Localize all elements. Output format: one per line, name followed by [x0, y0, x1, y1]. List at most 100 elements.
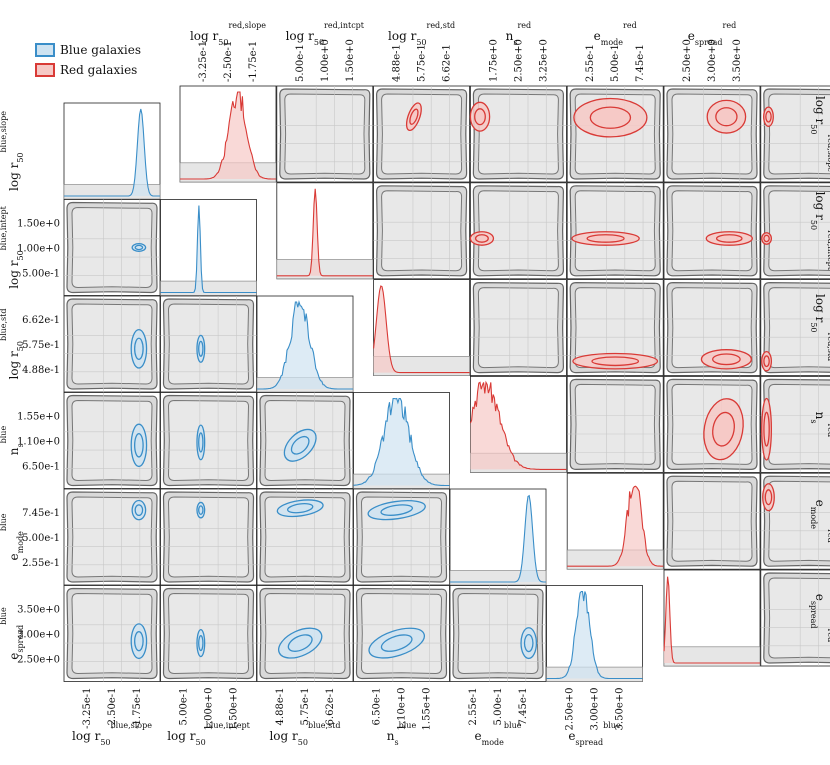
- blue-hist-3-line: [353, 397, 450, 487]
- red-hist-4-line: [567, 485, 664, 567]
- left-tick-r4-1: 5.00e-1: [22, 533, 60, 544]
- red-contour-3: [706, 99, 747, 134]
- bottom-tick-c1-1: 1.00e+0: [204, 688, 215, 731]
- blue-panel-r4-c2-inner-contour: [264, 496, 346, 578]
- bottom-tick-c4-0: 2.55e-1: [468, 688, 479, 726]
- blue-panel-r5-c2-inner-contour: [264, 592, 346, 675]
- red-panel-r1-c5-outer-contour: [666, 185, 758, 277]
- blue-contour-0: [131, 243, 147, 252]
- red-hist-0: [179, 85, 277, 183]
- blue-panel-r1-c0-outer-contour: [66, 201, 158, 294]
- blue-panel-r5-c0-outer-contour: [66, 587, 158, 680]
- red-panel-r3-c4-inner-fill: [575, 384, 656, 465]
- red-panel-r3-c4-grid: [567, 376, 664, 473]
- red-panel-r2-c3-inner-contour: [477, 287, 559, 369]
- blue-panel-r5-c0-inner-fill: [72, 593, 152, 674]
- blue-panel-r3-c1-inner-contour: [167, 399, 250, 482]
- red-panel-r3-c6-inner-contour: [768, 383, 830, 465]
- red-panel-r0-c3: [469, 85, 567, 183]
- red-panel-r0-c3-grid: [470, 86, 567, 182]
- top-tick-c0-1: -2.50e-1: [223, 41, 234, 82]
- blue-panel-r5-c0-inner-contour: [71, 592, 153, 675]
- red-hist-1: [276, 182, 374, 280]
- blue-contour-7: [196, 501, 206, 519]
- red-panel-r0-c1-inner-contour: [284, 93, 366, 175]
- blue-contour-5: [283, 428, 317, 462]
- blue-panel-r4-c0-outer-contour: [66, 491, 158, 583]
- blue-contour-10: [130, 623, 148, 660]
- red-panel-r0-c4-outer-contour: [569, 88, 661, 180]
- blue-panel-r4-c0: [63, 488, 161, 586]
- left-tick-r2-1: 5.75e-1: [22, 340, 60, 351]
- blue-contour-9: [367, 500, 426, 521]
- top-tick-c4-0: 2.55e-1: [585, 44, 596, 82]
- red-contour-4: [763, 106, 774, 127]
- red-panel-r2-c5-outer-contour: [666, 281, 758, 374]
- blue-panel-r4-c2-inner-fill: [265, 497, 345, 577]
- legend-label-blue: Blue galaxies: [60, 43, 141, 57]
- top-tick-c5-1: 3.00e+0: [707, 39, 718, 82]
- legend-swatch-blue: [35, 43, 55, 57]
- panels-layer: [63, 85, 830, 682]
- right-axis-label-0: log r50red,slope: [810, 96, 830, 172]
- top-tick-c3-2: 3.25e+0: [538, 39, 549, 82]
- bottom-axis-label-3: nsblue: [387, 721, 417, 747]
- red-hist-5: [663, 569, 761, 667]
- red-panel-r2-c3-grid: [470, 279, 567, 376]
- blue-panel-r5-c0-grid: [64, 585, 160, 682]
- blue-contour-2: [196, 334, 206, 363]
- red-panel-r4-c6-inner-fill: [768, 481, 830, 562]
- blue-contour-8: [276, 499, 324, 518]
- red-contour-12: [703, 398, 744, 461]
- red-panel-r1-c2: [373, 182, 471, 280]
- blue-contour-13: [368, 627, 426, 659]
- red-panel-r1-c3-outer-contour: [472, 185, 565, 277]
- blue-panel-r5-c3-outer-contour: [355, 587, 448, 680]
- red-panel-r0-c2: [373, 85, 471, 183]
- red-panel-r1-c6-grid: [760, 182, 830, 279]
- blue-panel-r4-c3-outer-contour: [355, 491, 448, 583]
- red-panel-r1-c4-inner-contour: [574, 190, 656, 272]
- top-tick-c3-0: 1.75e+0: [488, 39, 499, 82]
- legend: Blue galaxies Red galaxies: [35, 43, 141, 77]
- red-panel-r5-c6-grid: [760, 570, 830, 666]
- blue-hist-5: [546, 585, 643, 682]
- top-tick-c4-2: 7.45e-1: [635, 44, 646, 82]
- red-contour-14: [762, 483, 775, 512]
- red-hist-3-fill: [470, 382, 567, 470]
- blue-panel-r5-c0: [63, 585, 161, 682]
- red-panel-r1-c3-inner-contour: [477, 190, 559, 272]
- bottom-tick-c2-2: 6.62e-1: [325, 688, 336, 726]
- red-panel-r3-c4-inner-contour: [574, 383, 656, 465]
- blue-hist-5-line: [546, 590, 643, 680]
- top-axis-label-0: log r50red,slope: [190, 21, 266, 47]
- red-contour-7: [705, 231, 753, 246]
- left-axis-label-2: log r50blue,std: [0, 308, 25, 379]
- blue-panel-r4-c3-inner-contour: [360, 496, 443, 578]
- blue-panel-r2-c0-inner-fill: [72, 304, 152, 384]
- blue-hist-1-band: [160, 280, 257, 296]
- blue-panel-r5-c2-outer-contour: [259, 587, 351, 680]
- red-panel-r5-c6-outer-contour: [763, 572, 830, 664]
- red-panel-r4-c5-inner-fill: [672, 481, 752, 562]
- top-tick-c0-2: -1.75e-1: [248, 41, 259, 82]
- blue-contour-12: [278, 627, 323, 659]
- left-tick-r5-2: 3.50e+0: [17, 605, 60, 616]
- red-panel-r2-c6-outer-contour: [763, 281, 830, 374]
- left-tick-r1-1: 1.00e+0: [17, 244, 60, 255]
- red-panel-r4-c6-outer-contour: [763, 475, 830, 567]
- red-hist-2: [373, 279, 471, 377]
- blue-panel-r4-c0-grid: [64, 489, 160, 585]
- blue-hist-0-fill: [64, 109, 160, 196]
- red-panel-r1-c2-grid: [373, 182, 470, 279]
- blue-panel-r3-c0-outer-contour: [66, 394, 158, 487]
- red-hist-2-line: [373, 285, 470, 374]
- blue-contour-11: [196, 629, 206, 658]
- blue-panel-r2-c1-inner-fill: [168, 304, 249, 384]
- red-panel-r2-c3-outer-contour: [472, 281, 565, 374]
- bottom-tick-c2-1: 5.75e-1: [300, 688, 311, 726]
- blue-panel-r2-c1: [160, 295, 257, 393]
- red-panel-r1-c2-inner-fill: [381, 190, 462, 271]
- red-panel-r2-c6: [760, 279, 830, 377]
- red-panel-r1-c3: [469, 182, 567, 280]
